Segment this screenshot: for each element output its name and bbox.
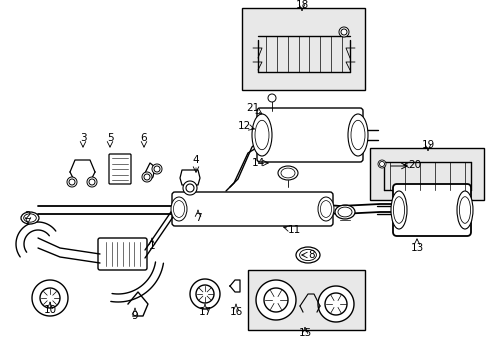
Text: 17: 17 <box>198 307 211 317</box>
Ellipse shape <box>392 197 404 223</box>
Ellipse shape <box>278 166 297 180</box>
Text: 9: 9 <box>131 311 138 321</box>
Polygon shape <box>32 280 68 316</box>
Ellipse shape <box>295 247 319 263</box>
FancyBboxPatch shape <box>392 184 470 236</box>
Text: 4: 4 <box>192 155 199 165</box>
Ellipse shape <box>458 197 469 223</box>
Polygon shape <box>377 160 385 168</box>
FancyBboxPatch shape <box>257 108 362 162</box>
Ellipse shape <box>21 212 39 224</box>
Ellipse shape <box>171 197 186 221</box>
Polygon shape <box>154 166 160 172</box>
Ellipse shape <box>350 120 364 150</box>
Polygon shape <box>267 94 275 102</box>
Text: 19: 19 <box>421 140 434 150</box>
Polygon shape <box>264 288 287 312</box>
Ellipse shape <box>334 205 354 219</box>
Text: 1: 1 <box>148 241 155 251</box>
Polygon shape <box>87 177 97 187</box>
Text: 21: 21 <box>246 103 259 113</box>
FancyBboxPatch shape <box>98 238 147 270</box>
FancyBboxPatch shape <box>109 154 131 184</box>
Ellipse shape <box>254 120 268 150</box>
Text: 3: 3 <box>80 133 86 143</box>
Ellipse shape <box>23 214 36 222</box>
Bar <box>242 8 364 90</box>
Text: 14: 14 <box>251 158 264 168</box>
Polygon shape <box>190 279 220 309</box>
Text: 15: 15 <box>298 328 311 338</box>
Text: 8: 8 <box>308 250 315 260</box>
FancyBboxPatch shape <box>172 192 332 226</box>
Polygon shape <box>40 288 60 308</box>
Ellipse shape <box>456 191 472 229</box>
Ellipse shape <box>173 201 184 217</box>
Text: 7: 7 <box>194 213 201 223</box>
Polygon shape <box>152 164 162 174</box>
Text: 20: 20 <box>407 160 421 170</box>
Polygon shape <box>338 27 348 37</box>
Text: 11: 11 <box>287 225 300 235</box>
Ellipse shape <box>251 114 271 156</box>
Ellipse shape <box>281 168 294 178</box>
Polygon shape <box>183 181 197 195</box>
Polygon shape <box>317 286 353 322</box>
Polygon shape <box>69 179 75 185</box>
Polygon shape <box>89 179 95 185</box>
Ellipse shape <box>299 249 316 261</box>
Text: 2: 2 <box>24 211 31 221</box>
Polygon shape <box>256 280 295 320</box>
Polygon shape <box>142 172 152 182</box>
Ellipse shape <box>317 197 333 221</box>
Polygon shape <box>325 293 346 315</box>
Ellipse shape <box>320 201 331 217</box>
Bar <box>247 270 364 330</box>
Ellipse shape <box>337 207 351 217</box>
Text: 5: 5 <box>106 133 113 143</box>
Polygon shape <box>379 162 384 166</box>
Polygon shape <box>67 177 77 187</box>
Polygon shape <box>143 174 150 180</box>
Ellipse shape <box>347 114 367 156</box>
Text: 16: 16 <box>229 307 242 317</box>
Text: 13: 13 <box>409 243 423 253</box>
Polygon shape <box>196 285 214 303</box>
Text: 10: 10 <box>43 305 57 315</box>
Ellipse shape <box>390 191 406 229</box>
Text: 6: 6 <box>141 133 147 143</box>
Polygon shape <box>185 184 194 192</box>
Bar <box>369 148 483 200</box>
Polygon shape <box>340 29 346 35</box>
Text: 12: 12 <box>237 121 250 131</box>
Text: 18: 18 <box>295 0 308 10</box>
